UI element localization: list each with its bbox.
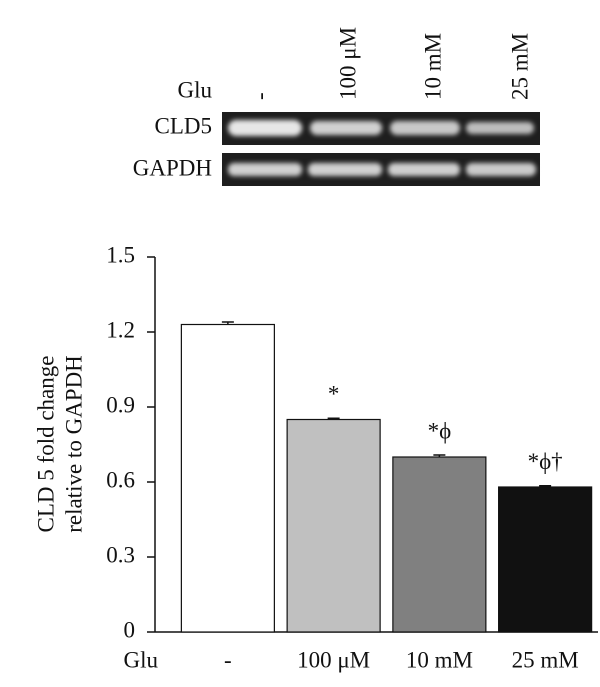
blot-lane-label: 25 mM: [507, 33, 532, 100]
error-bar: [221, 321, 234, 325]
significance-label: *ϕ†: [528, 449, 563, 474]
x-tick-label: 25 mM: [512, 647, 579, 672]
blot-row-label: GAPDH: [133, 155, 212, 180]
error-bar: [327, 417, 340, 420]
y-tick-label: 0: [124, 617, 136, 642]
error-bar: [433, 454, 446, 457]
y-tick-label: 1.2: [106, 317, 135, 342]
blot-lane-label: 10 mM: [420, 33, 445, 100]
y-axis-title-line: relative to GAPDH: [61, 355, 86, 533]
blot-treatment-label: Glu: [178, 77, 213, 102]
bar: [498, 486, 593, 633]
y-tick-label: 0.6: [106, 467, 135, 492]
y-axis-title: CLD 5 fold change relative to GAPDH: [33, 355, 86, 533]
y-axis-title-line: CLD 5 fold change: [33, 356, 58, 533]
significance-label: *: [328, 382, 340, 407]
x-tick-label: -: [224, 647, 232, 672]
bar: [392, 456, 487, 633]
blot-image: [222, 112, 540, 186]
blot-lane-label: 100 μM: [335, 27, 360, 100]
x-axis-title: Glu: [124, 647, 159, 672]
y-tick-label: 1.5: [106, 242, 135, 267]
bar: [180, 323, 275, 633]
y-tick-label: 0.9: [106, 392, 135, 417]
x-tick-label: 10 mM: [406, 647, 473, 672]
error-bar: [539, 485, 552, 487]
blot-row-label: CLD5: [155, 113, 213, 138]
bar: [286, 418, 381, 633]
blot-lane-label: -: [247, 92, 272, 100]
y-tick-label: 0.3: [106, 542, 135, 567]
x-tick-label: 100 μM: [297, 647, 370, 672]
significance-label: *ϕ: [428, 418, 452, 443]
